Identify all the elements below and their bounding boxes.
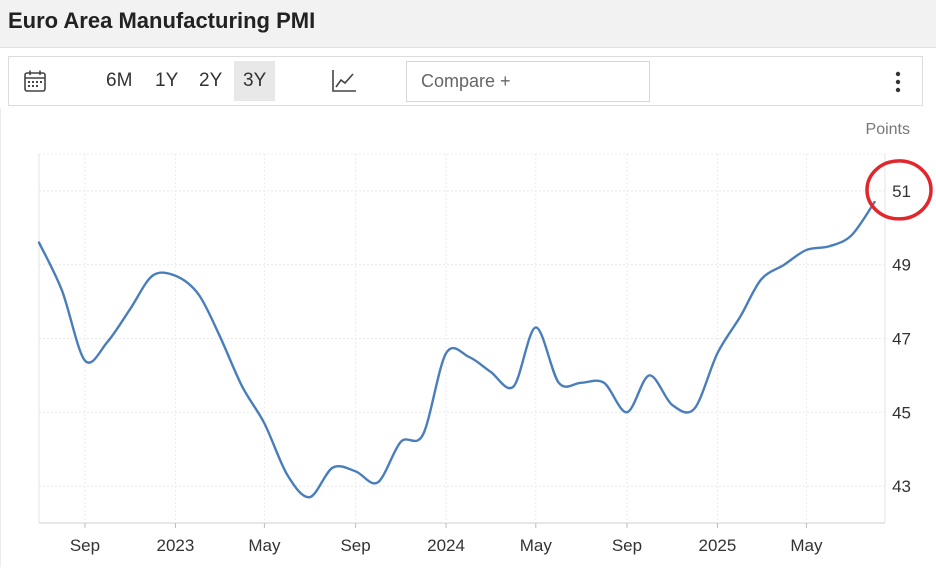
- range-button-1y[interactable]: 1Y: [155, 70, 179, 91]
- x-tick-label: 2024: [427, 536, 465, 555]
- x-axis: Sep 2023 May Sep 2024 May Sep 2025 May: [70, 523, 823, 555]
- x-tick-label: 2025: [699, 536, 737, 555]
- y-tick-label: 49: [892, 256, 911, 275]
- x-tick-label: May: [520, 536, 553, 555]
- y-unit-label: Points: [866, 121, 910, 138]
- page-title: Euro Area Manufacturing PMI: [8, 8, 316, 33]
- grid: [38, 153, 886, 524]
- highlight-annotation: [865, 159, 933, 221]
- range-button-2y[interactable]: 2Y: [199, 70, 223, 91]
- y-tick-label: 51: [892, 182, 911, 201]
- range-button-3y[interactable]: 3Y: [234, 61, 276, 101]
- x-tick-label: May: [248, 536, 281, 555]
- calendar-icon[interactable]: [23, 69, 47, 93]
- x-tick-label: Sep: [340, 536, 370, 555]
- range-button-6m[interactable]: 6M: [106, 70, 133, 91]
- y-axis: 51 49 47 45 43: [892, 182, 911, 496]
- y-tick-label: 45: [892, 403, 911, 422]
- x-tick-label: May: [790, 536, 823, 555]
- pmi-line-chart: Points Sep 2023 May Sep 2024 May Sep 2025 May 51…: [37, 121, 933, 555]
- title-bar: Euro Area Manufacturing PMI: [0, 0, 936, 48]
- chart-toolbar: 6M 1Y 2Y 3Y Compare +: [8, 56, 923, 106]
- highlight-circle: [865, 159, 933, 221]
- y-tick-label: 43: [892, 477, 911, 496]
- compare-input[interactable]: Compare +: [406, 61, 650, 102]
- x-tick-label: Sep: [612, 536, 642, 555]
- chart-area: Points Sep 2023 May Sep 2024 May Sep 2025 May 51…: [0, 108, 936, 567]
- y-tick-label: 47: [892, 330, 911, 349]
- x-tick-label: Sep: [70, 536, 100, 555]
- line-chart-icon[interactable]: [331, 68, 357, 94]
- x-tick-label: 2023: [157, 536, 195, 555]
- more-vertical-icon[interactable]: [893, 70, 903, 94]
- series-line: [37, 200, 876, 499]
